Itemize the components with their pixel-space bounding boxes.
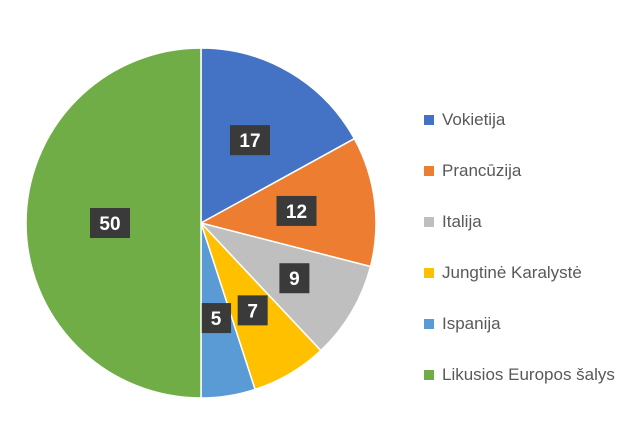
data-label-box [279,263,310,294]
chart-legend: Vokietija Prancūzija Italija Jungtinė Karal… [424,94,615,400]
data-label: 9 [279,263,310,294]
legend-item: Ispanija [424,298,615,349]
legend-label: Ispanija [442,313,501,333]
data-label-text: 5 [211,309,222,330]
legend-label: Vokietija [442,109,506,129]
legend-item: Vokietija [424,94,615,145]
legend-swatch [424,216,434,227]
legend-label: Prancūzija [442,160,522,180]
data-label-box [201,303,232,334]
legend-label: Italija [442,211,482,231]
data-label-box [237,295,268,326]
data-label-box [276,195,317,226]
pie-slice [200,47,356,225]
data-label: 12 [276,195,317,226]
data-label-text: 7 [247,301,258,322]
legend-item: Italija [424,196,615,247]
legend-swatch [424,165,434,176]
legend-item: Jungtinė Karalystė [424,247,615,298]
legend-label: Likusios Europos šalys [442,364,615,384]
legend-swatch [424,114,434,125]
data-label: 17 [229,125,270,156]
data-label-text: 17 [239,131,260,152]
data-label-box [229,125,270,156]
legend-swatch [424,267,434,278]
legend-label: Jungtinė Karalystė [442,262,582,282]
data-label: 50 [90,208,130,238]
legend-item: Likusios Europos šalys [424,349,615,400]
legend-item: Prancūzija [424,145,615,196]
legend-swatch [424,369,434,380]
data-label-text: 50 [99,214,120,235]
data-label: 7 [237,295,268,326]
data-label-box [90,208,130,238]
data-label-text: 12 [286,202,307,223]
data-label-text: 9 [289,269,300,290]
legend-swatch [424,318,434,329]
data-label: 5 [201,303,232,334]
